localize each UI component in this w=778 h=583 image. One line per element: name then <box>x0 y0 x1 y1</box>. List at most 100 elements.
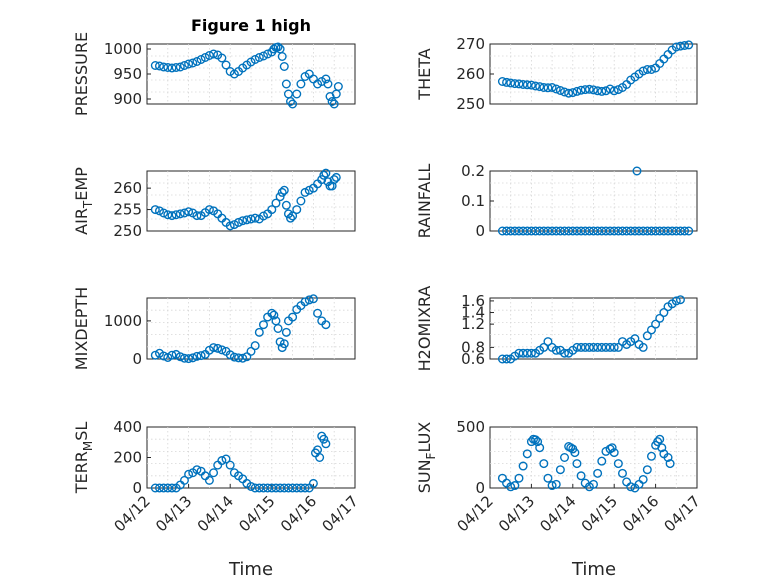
air_temp-data-point <box>331 172 341 182</box>
mixdepth-data-point <box>234 353 244 363</box>
air_temp-ytick-label: 255 <box>113 201 142 219</box>
theta-data-point <box>555 85 565 95</box>
air_temp-ytick-label: 250 <box>113 222 142 240</box>
sun_flux-data-point <box>653 437 663 447</box>
rainfall-y-axis-label: RAINFALL <box>415 164 434 239</box>
terr_msl-data-point <box>263 483 273 493</box>
subplot-grid: 900 950 1000 PRESSURE 250 260 270 THETA 250 255 26… <box>72 32 704 535</box>
subplot-mixdepth: 0 1000 MIXDEPTH <box>72 287 356 370</box>
pressure-data-point <box>258 51 268 61</box>
pressure-data-point <box>286 96 296 106</box>
pressure-data-point <box>279 62 289 72</box>
pressure-data-point <box>273 42 283 52</box>
pressure-data-point <box>171 63 181 73</box>
air_temp-data-point <box>150 205 160 215</box>
mixdepth-ytick-label: 0 <box>132 350 142 368</box>
terr_msl-data-point <box>308 478 318 488</box>
mixdepth-data-point <box>254 327 264 337</box>
h2omixra-data-point <box>630 334 640 344</box>
theta-data-point <box>547 82 557 92</box>
terr_msl-data-point <box>184 469 194 479</box>
mixdepth-data-point <box>213 343 223 353</box>
sun_flux-xtick-label: 04/15 <box>578 492 621 535</box>
h2omixra-ytick-label: 1.2 <box>461 315 485 333</box>
mixdepth-data-point <box>238 353 248 363</box>
theta-y-axis-label: THETA <box>415 48 434 100</box>
air_temp-data-point <box>204 205 214 215</box>
terr_msl-data-point <box>192 465 202 475</box>
subplot-h2omixra: 0.60.8 1.21.41.6 H2OMIXRA <box>415 286 698 371</box>
air_temp-data-point <box>279 185 289 195</box>
theta-data-point <box>543 83 553 93</box>
sun_flux-xtick-label: 04/16 <box>619 492 662 535</box>
terr_msl-data-point <box>159 483 169 493</box>
pressure-data-point <box>292 89 302 99</box>
air_temp-data-point <box>225 221 235 231</box>
h2omixra-data-point <box>671 296 681 306</box>
sun_flux-y-axis-label: SUNFLUX <box>415 422 438 494</box>
air_temp-data-point <box>179 208 189 218</box>
rainfall-data-point <box>684 226 694 236</box>
h2omixra-data-point <box>642 331 652 341</box>
sun_flux-data-point <box>657 443 667 453</box>
theta-ytick-label: 260 <box>456 65 485 83</box>
h2omixra-data-point <box>526 348 536 358</box>
terr_msl-data-point <box>315 453 325 463</box>
pressure-data-point <box>154 61 164 71</box>
terr_msl-xtick-label: 04/13 <box>152 492 195 535</box>
air_temp-data-point <box>329 175 339 185</box>
theta-data-point <box>680 41 690 51</box>
pressure-data-point <box>321 74 331 84</box>
terr_msl-data-point <box>319 434 329 444</box>
theta-data-point <box>518 79 528 89</box>
terr_msl-data-point <box>225 460 235 470</box>
sun_flux-ytick-label: 500 <box>456 418 485 436</box>
mixdepth-data-point <box>279 339 289 349</box>
x-axis-label-left: Time <box>228 559 273 580</box>
terr_msl-ytick-label: 400 <box>113 418 142 436</box>
sun_flux-data-point <box>531 435 541 445</box>
pressure-data-point <box>263 49 273 59</box>
mixdepth-data-point <box>246 346 256 356</box>
theta-data-point <box>597 86 607 96</box>
air_temp-data-point <box>275 192 285 202</box>
pressure-data-point <box>200 53 210 63</box>
pressure-data-point <box>163 63 173 73</box>
sun_flux-data-point <box>609 448 619 458</box>
sun_flux-data-point <box>543 473 553 483</box>
h2omixra-ytick-label: 0.8 <box>461 338 485 356</box>
mixdepth-data-point <box>281 327 291 337</box>
mixdepth-data-point <box>273 324 283 334</box>
mixdepth-data-point <box>229 352 239 362</box>
h2omixra-data-point <box>502 354 512 364</box>
terr_msl-ytick-label: 200 <box>113 449 142 467</box>
terr_msl-xtick-label: 04/12 <box>111 492 154 535</box>
terr_msl-data-point <box>150 483 160 493</box>
air_temp-data-point <box>271 198 281 208</box>
sun_flux-ytick-label: 0 <box>475 479 485 497</box>
h2omixra-data-point <box>609 342 619 352</box>
mixdepth-data-point <box>267 308 277 318</box>
pressure-data-point <box>179 61 189 71</box>
terr_msl-ytick-label: 0 <box>132 479 142 497</box>
pressure-data-point <box>217 53 227 63</box>
sun_flux-data-point <box>547 481 557 491</box>
theta-data-point <box>531 81 541 91</box>
sun_flux-data-point <box>555 465 565 475</box>
theta-data-point <box>572 86 582 96</box>
air_temp-data-point <box>277 187 287 197</box>
air_temp-data-point <box>238 216 248 226</box>
rainfall-axes-box <box>489 170 698 232</box>
terr_msl-data-point <box>296 483 306 493</box>
sun_flux-xtick-label: 04/14 <box>536 492 579 535</box>
air_temp-data-point <box>281 200 291 210</box>
mixdepth-data-point <box>209 343 219 353</box>
sun_flux-data-point <box>665 459 675 469</box>
pressure-data-point <box>150 61 160 71</box>
terr_msl-data-point <box>267 483 277 493</box>
sun_flux-xtick-label: 04/13 <box>495 492 538 535</box>
pressure-data-point <box>329 99 339 109</box>
rainfall-data-point <box>632 166 642 176</box>
mixdepth-data-point <box>184 354 194 364</box>
terr_msl-data-point <box>246 481 256 491</box>
